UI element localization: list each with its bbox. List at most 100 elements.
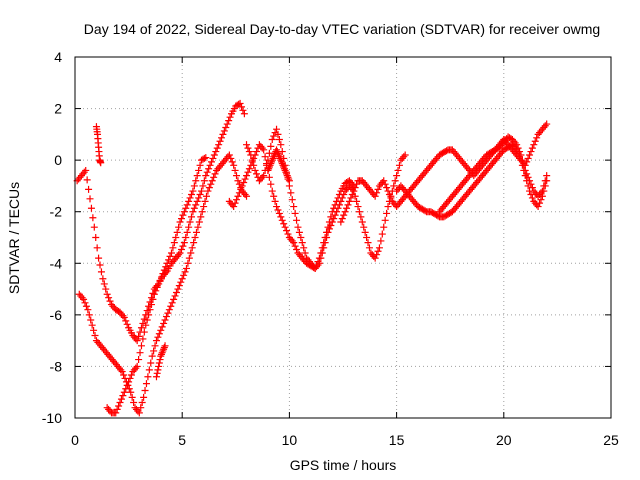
data-point bbox=[243, 141, 251, 149]
x-tick-label: 10 bbox=[282, 432, 298, 448]
data-point bbox=[158, 349, 166, 357]
data-point bbox=[541, 177, 549, 185]
data-point bbox=[291, 209, 299, 217]
data-point bbox=[351, 184, 359, 192]
data-point bbox=[260, 146, 268, 154]
data-point bbox=[207, 180, 215, 188]
data-point bbox=[528, 144, 536, 152]
data-point bbox=[279, 161, 287, 169]
data-point bbox=[133, 362, 141, 370]
data-point bbox=[195, 218, 203, 226]
data-point bbox=[117, 366, 125, 374]
data-point bbox=[95, 254, 103, 262]
data-point bbox=[331, 201, 339, 209]
data-point bbox=[251, 151, 259, 159]
data-marks bbox=[73, 99, 551, 417]
data-point bbox=[323, 228, 331, 236]
data-point bbox=[177, 246, 185, 254]
data-point bbox=[137, 342, 145, 350]
data-point bbox=[185, 254, 193, 262]
data-point bbox=[200, 203, 208, 211]
data-point bbox=[340, 211, 348, 219]
data-point bbox=[170, 239, 178, 247]
data-point bbox=[239, 106, 247, 114]
series-track bbox=[152, 342, 169, 381]
data-point bbox=[324, 223, 332, 231]
data-point bbox=[517, 151, 525, 159]
data-point bbox=[113, 405, 121, 413]
data-point bbox=[102, 285, 110, 293]
data-point bbox=[160, 319, 168, 327]
data-point bbox=[123, 381, 131, 389]
data-point bbox=[537, 189, 545, 197]
data-point bbox=[173, 228, 181, 236]
plot-frame bbox=[74, 56, 612, 419]
data-point bbox=[85, 185, 93, 193]
data-point bbox=[274, 149, 282, 157]
data-point bbox=[266, 161, 274, 169]
data-point bbox=[295, 228, 303, 236]
data-point bbox=[147, 301, 155, 309]
data-point bbox=[238, 182, 246, 190]
data-point bbox=[138, 399, 146, 407]
data-point bbox=[203, 168, 211, 176]
data-point bbox=[343, 204, 351, 212]
data-point bbox=[190, 204, 198, 212]
data-point bbox=[311, 264, 319, 272]
data-point bbox=[176, 218, 184, 226]
data-point bbox=[536, 199, 544, 207]
data-point bbox=[357, 213, 365, 221]
data-point bbox=[135, 332, 143, 340]
data-point bbox=[223, 120, 231, 128]
data-point bbox=[152, 373, 160, 381]
data-point bbox=[96, 261, 104, 269]
data-point bbox=[350, 187, 358, 195]
data-point bbox=[143, 316, 151, 324]
data-point bbox=[151, 342, 159, 350]
data-point bbox=[527, 180, 535, 188]
data-point bbox=[182, 204, 190, 212]
data-point bbox=[277, 156, 285, 164]
data-point bbox=[195, 194, 203, 202]
data-point bbox=[355, 208, 363, 216]
data-point bbox=[240, 110, 248, 118]
data-point bbox=[361, 228, 369, 236]
data-point bbox=[371, 254, 379, 262]
data-point bbox=[178, 275, 186, 283]
data-point bbox=[160, 266, 168, 274]
data-point bbox=[387, 194, 395, 202]
data-point bbox=[206, 161, 214, 169]
data-point bbox=[106, 297, 114, 305]
data-point bbox=[291, 242, 299, 250]
data-point bbox=[531, 137, 539, 145]
data-point bbox=[540, 182, 548, 190]
data-point bbox=[130, 399, 138, 407]
data-point bbox=[126, 374, 134, 382]
data-point bbox=[180, 239, 188, 247]
data-point bbox=[348, 191, 356, 199]
data-point bbox=[524, 173, 532, 181]
data-point bbox=[211, 170, 219, 178]
data-point bbox=[297, 234, 305, 241]
data-point bbox=[125, 378, 133, 386]
data-point bbox=[378, 230, 386, 238]
data-point bbox=[353, 197, 361, 205]
data-point bbox=[172, 234, 180, 241]
y-tick-label: -4 bbox=[50, 255, 63, 271]
data-point bbox=[127, 371, 135, 379]
data-point bbox=[100, 280, 108, 288]
data-point bbox=[152, 337, 160, 345]
x-tick-label: 20 bbox=[496, 432, 512, 448]
data-point bbox=[231, 199, 239, 207]
data-point bbox=[521, 166, 529, 174]
series-track bbox=[264, 146, 293, 185]
data-point bbox=[86, 195, 94, 203]
data-point bbox=[116, 399, 124, 407]
data-point bbox=[258, 144, 266, 152]
data-point bbox=[345, 197, 353, 205]
data-point bbox=[269, 154, 277, 162]
data-point bbox=[216, 137, 224, 145]
data-point bbox=[118, 368, 126, 376]
data-point bbox=[538, 187, 546, 195]
data-point bbox=[142, 321, 150, 329]
